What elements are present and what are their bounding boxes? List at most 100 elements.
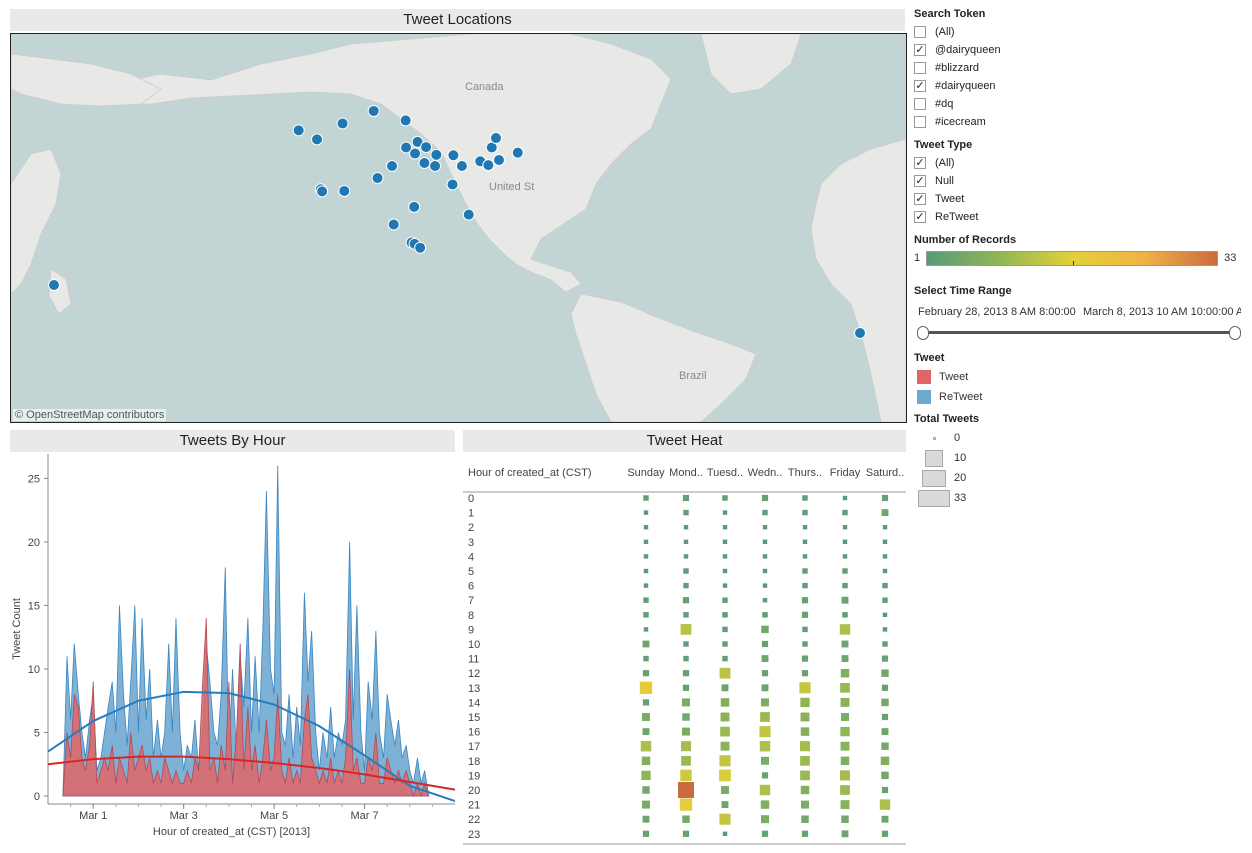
- tweet-location-point[interactable]: [429, 160, 442, 173]
- heat-cell[interactable]: [761, 830, 769, 837]
- heat-cell[interactable]: [722, 641, 728, 647]
- heat-cell[interactable]: [840, 726, 850, 737]
- search-token-option[interactable]: ✓ @dairyqueen: [914, 41, 1244, 59]
- heat-cell[interactable]: [722, 597, 728, 603]
- heat-cell[interactable]: [882, 539, 888, 545]
- tweet-location-point[interactable]: [386, 160, 399, 173]
- heat-cell[interactable]: [722, 583, 728, 588]
- heat-cell[interactable]: [882, 554, 888, 559]
- tweet-location-point[interactable]: [492, 153, 505, 166]
- tweet-location-point[interactable]: [418, 157, 431, 169]
- heat-cell[interactable]: [881, 684, 889, 691]
- heat-cell[interactable]: [762, 524, 768, 530]
- tweet-type-checkbox[interactable]: ✓: [914, 211, 926, 223]
- heat-cell[interactable]: [762, 539, 768, 545]
- tweet-location-point[interactable]: [338, 184, 351, 197]
- heat-cell[interactable]: [722, 568, 728, 574]
- heat-cell[interactable]: [683, 612, 689, 618]
- heat-cell[interactable]: [761, 655, 769, 663]
- heat-cell[interactable]: [682, 830, 690, 837]
- heat-cell[interactable]: [759, 784, 771, 796]
- search-token-option[interactable]: #dq: [914, 95, 1244, 113]
- heat-cell[interactable]: [842, 495, 848, 501]
- tweet-location-point[interactable]: [462, 208, 475, 221]
- tweet-location-point[interactable]: [400, 141, 413, 154]
- heat-cell[interactable]: [840, 800, 850, 810]
- search-token-checkbox[interactable]: ✓: [914, 80, 926, 92]
- heat-cell[interactable]: [639, 681, 653, 694]
- heat-cell[interactable]: [802, 568, 808, 574]
- heat-cell[interactable]: [642, 728, 650, 736]
- heat-cell[interactable]: [759, 726, 771, 738]
- tweet-location-point[interactable]: [446, 178, 459, 191]
- heat-cell[interactable]: [643, 655, 649, 662]
- heat-cell[interactable]: [643, 568, 649, 574]
- heat-cell[interactable]: [881, 742, 889, 750]
- heat-cell[interactable]: [842, 509, 848, 516]
- slider-track[interactable]: [920, 331, 1234, 334]
- heat-cell[interactable]: [802, 509, 808, 516]
- heat-cell[interactable]: [721, 786, 729, 794]
- tweet-location-point[interactable]: [292, 124, 305, 137]
- tweet-location-point[interactable]: [48, 279, 60, 291]
- heat-cell[interactable]: [761, 670, 769, 677]
- map-attribution[interactable]: © OpenStreetMap contributors: [13, 409, 167, 421]
- heat-cell[interactable]: [643, 510, 649, 515]
- tweet-location-point[interactable]: [311, 133, 324, 146]
- heat-cell[interactable]: [678, 782, 694, 798]
- heat-cell[interactable]: [643, 597, 649, 603]
- heat-cell[interactable]: [762, 509, 768, 516]
- heat-cell[interactable]: [722, 831, 728, 837]
- tweet-type-checkbox[interactable]: ✓: [914, 175, 926, 187]
- heat-cell[interactable]: [881, 713, 889, 721]
- search-token-option[interactable]: (All): [914, 23, 1244, 41]
- heat-cell[interactable]: [643, 554, 649, 559]
- heat-cell[interactable]: [642, 640, 650, 648]
- heat-cell[interactable]: [642, 815, 650, 823]
- heat-cell[interactable]: [719, 755, 731, 767]
- heat-cell[interactable]: [760, 712, 770, 722]
- heat-cell[interactable]: [799, 682, 811, 694]
- tweet-type-option[interactable]: ✓ Null: [914, 172, 1244, 190]
- heat-cell[interactable]: [840, 668, 850, 678]
- heat-cell[interactable]: [762, 583, 768, 588]
- heat-cell[interactable]: [799, 741, 811, 752]
- search-token-checkbox[interactable]: [914, 62, 926, 74]
- heat-cell[interactable]: [881, 494, 889, 502]
- heat-cell[interactable]: [683, 568, 689, 574]
- heat-cell[interactable]: [682, 713, 690, 721]
- tweet-location-point[interactable]: [430, 148, 443, 161]
- heat-cell[interactable]: [642, 699, 650, 706]
- heat-cell[interactable]: [762, 554, 768, 559]
- heat-cell[interactable]: [719, 813, 731, 825]
- heat-cell[interactable]: [842, 582, 848, 589]
- time-range-slider[interactable]: February 28, 2013 8 AM 8:00:00 March 8, …: [914, 300, 1244, 340]
- heat-cell[interactable]: [643, 495, 649, 501]
- heat-cell[interactable]: [642, 786, 650, 794]
- heat-cell[interactable]: [881, 509, 889, 517]
- heat-cell[interactable]: [840, 785, 850, 795]
- heat-cell[interactable]: [720, 712, 730, 722]
- heat-cell[interactable]: [682, 494, 690, 502]
- heat-cell[interactable]: [682, 684, 690, 691]
- heat-cell[interactable]: [881, 771, 889, 780]
- heat-cell[interactable]: [720, 741, 730, 751]
- tweet-legend-item[interactable]: ReTweet: [914, 387, 1244, 407]
- heat-cell[interactable]: [641, 756, 651, 766]
- heat-cell[interactable]: [762, 597, 768, 603]
- heat-cell[interactable]: [720, 698, 730, 707]
- heat-cell[interactable]: [760, 800, 770, 809]
- heat-cell[interactable]: [800, 697, 810, 708]
- tweet-type-checkbox[interactable]: ✓: [914, 157, 926, 169]
- search-token-checkbox[interactable]: [914, 26, 926, 38]
- heat-cell[interactable]: [761, 756, 769, 765]
- heat-cell[interactable]: [721, 684, 729, 692]
- heat-cell[interactable]: [802, 554, 808, 559]
- heat-cell[interactable]: [643, 539, 649, 545]
- area-series-retweet[interactable]: [62, 465, 430, 797]
- tweet-location-point[interactable]: [316, 185, 329, 198]
- heat-cell[interactable]: [802, 641, 808, 647]
- tweet-location-point[interactable]: [482, 159, 495, 172]
- heat-cell[interactable]: [680, 741, 692, 752]
- heat-cell[interactable]: [720, 726, 730, 737]
